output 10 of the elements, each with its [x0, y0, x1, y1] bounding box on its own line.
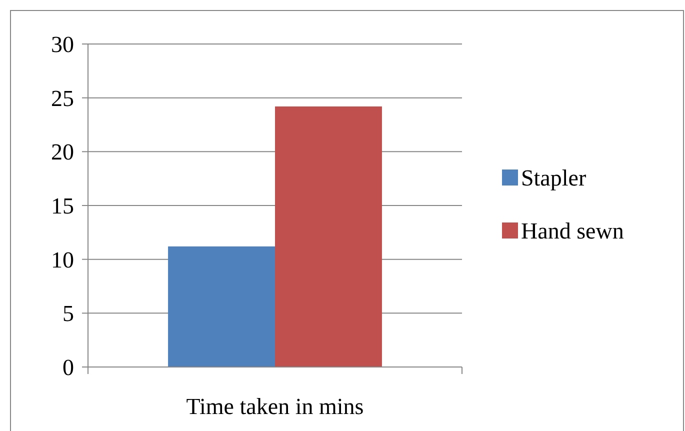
y-tick-label: 30 — [51, 32, 74, 58]
legend-label: Stapler — [521, 166, 586, 191]
y-tick-label: 20 — [51, 140, 74, 165]
y-tick-label: 15 — [51, 194, 74, 219]
y-tick-label: 10 — [51, 247, 74, 272]
y-tick-label: 25 — [51, 86, 74, 111]
legend-label: Hand sewn — [521, 218, 624, 244]
x-tick-label: Time taken in mins — [186, 394, 364, 419]
y-tick-label: 5 — [62, 301, 74, 326]
y-tick-label: 0 — [62, 355, 74, 380]
